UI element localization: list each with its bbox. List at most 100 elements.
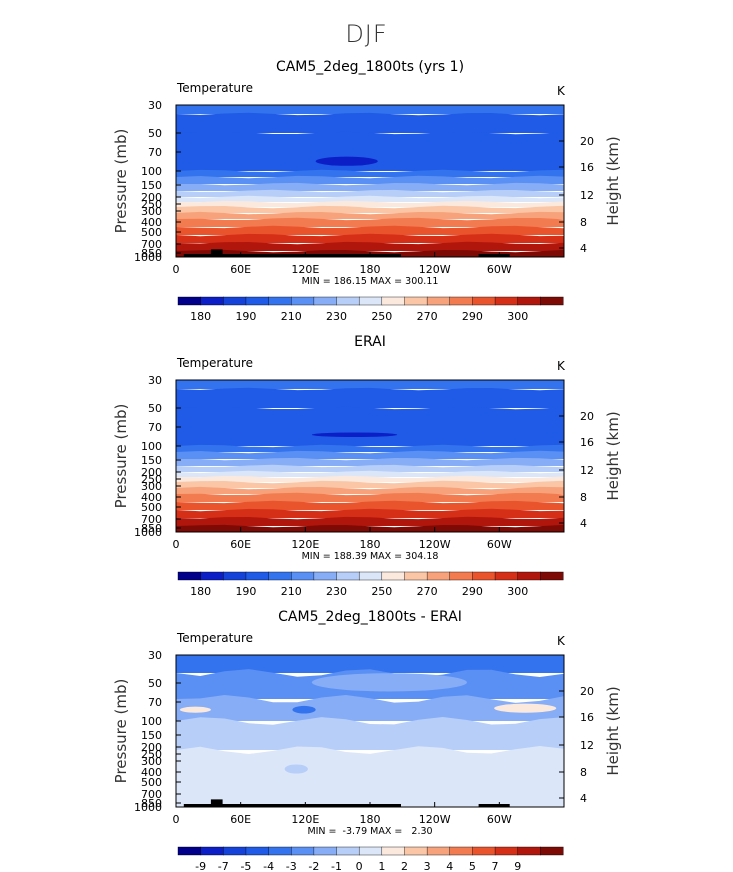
panel-2-title: ERAI bbox=[354, 334, 386, 350]
x-tick-label: 120W bbox=[419, 538, 451, 551]
contour-blob bbox=[311, 432, 398, 437]
colorbar-swatch bbox=[404, 571, 428, 581]
x-tick-label: 60W bbox=[487, 813, 512, 826]
colorbar-label: 4 bbox=[446, 860, 453, 872]
colorbar-swatch bbox=[540, 846, 564, 856]
y-tick-label: 70 bbox=[148, 146, 162, 159]
y2-axis-label: Height (km) bbox=[604, 136, 622, 225]
y-tick-label: 850 bbox=[141, 797, 162, 810]
y2-tick-label: 12 bbox=[580, 739, 594, 752]
min-max-stats: MIN = 186.15 MAX = 300.11 bbox=[302, 276, 439, 287]
colorbar-label: 0 bbox=[356, 860, 363, 872]
y-tick-label: 50 bbox=[148, 402, 162, 415]
y-tick-label: 700 bbox=[141, 513, 162, 526]
colorbar-label: -9 bbox=[195, 860, 206, 872]
colorbar-swatch bbox=[472, 846, 496, 856]
colorbar-swatch bbox=[313, 846, 338, 856]
y-tick-label: 1000 bbox=[134, 526, 162, 539]
contour-band bbox=[176, 406, 564, 446]
contour-band bbox=[176, 655, 564, 673]
panel-3-unit-label: K bbox=[557, 634, 565, 648]
colorbar-label: 210 bbox=[281, 310, 302, 323]
y-tick-label: 30 bbox=[148, 99, 162, 112]
colorbar-swatch bbox=[177, 846, 202, 856]
colorbar-swatch bbox=[404, 846, 428, 856]
contour-band bbox=[176, 508, 564, 518]
colorbar-swatch bbox=[494, 846, 519, 856]
panel-2-variable-label: Temperature bbox=[177, 356, 254, 370]
x-tick-label: 120W bbox=[419, 263, 451, 276]
colorbar-label: 1 bbox=[378, 860, 385, 872]
colorbar-swatch bbox=[200, 296, 224, 306]
contour-band bbox=[176, 500, 564, 510]
y-tick-label: 30 bbox=[148, 649, 162, 662]
min-max-stats: MIN = 188.39 MAX = 304.18 bbox=[302, 551, 439, 562]
contour-band bbox=[176, 746, 564, 807]
colorbar-swatch bbox=[517, 296, 541, 306]
colorbar-swatch bbox=[268, 296, 292, 306]
colorbar-label: 290 bbox=[462, 585, 483, 598]
y-tick-label: 100 bbox=[141, 715, 162, 728]
colorbar-swatch bbox=[381, 296, 405, 306]
colorbar-swatch bbox=[313, 296, 338, 306]
colorbar-swatch bbox=[472, 296, 496, 306]
y-tick-label: 700 bbox=[141, 788, 162, 801]
colorbar-swatch bbox=[494, 571, 519, 581]
colorbar-swatch bbox=[472, 571, 496, 581]
panel-3-plot: 3050701001502002503004005007008501000201… bbox=[112, 649, 622, 872]
colorbar-swatch bbox=[336, 296, 360, 306]
colorbar-swatch bbox=[268, 846, 292, 856]
y-tick-label: 300 bbox=[141, 205, 162, 218]
contour-band bbox=[176, 444, 564, 452]
contour-band bbox=[176, 175, 564, 184]
contour-band bbox=[176, 450, 564, 459]
colorbar-swatch bbox=[223, 571, 247, 581]
y-tick-label: 300 bbox=[141, 480, 162, 493]
y-tick-label: 150 bbox=[141, 179, 162, 192]
colorbar-label: 5 bbox=[469, 860, 476, 872]
colorbar-swatch bbox=[177, 296, 202, 306]
colorbar-swatch bbox=[381, 571, 405, 581]
terrain-mask bbox=[176, 249, 564, 257]
panel-1-plot: 3050701001502002503004005007008501000201… bbox=[112, 99, 622, 323]
y-tick-label: 500 bbox=[141, 501, 162, 514]
contour-blob bbox=[311, 673, 467, 692]
contour-band bbox=[176, 516, 564, 526]
y-tick-label: 50 bbox=[148, 127, 162, 140]
contour-blob bbox=[494, 703, 557, 713]
y-axis-label: Pressure (mb) bbox=[112, 129, 130, 234]
y-tick-label: 700 bbox=[141, 238, 162, 251]
colorbar-swatch bbox=[291, 846, 315, 856]
panel-3-variable-label: Temperature bbox=[177, 631, 254, 645]
colorbar-label: 180 bbox=[190, 585, 211, 598]
y2-tick-label: 16 bbox=[580, 161, 594, 174]
contour-field bbox=[176, 655, 564, 807]
x-tick-label: 0 bbox=[173, 538, 180, 551]
y-tick-label: 850 bbox=[141, 247, 162, 260]
panel-1-unit-label: K bbox=[557, 84, 565, 98]
colorbar-swatch bbox=[426, 296, 451, 306]
panel-2-unit-label: K bbox=[557, 359, 565, 373]
contour-band bbox=[176, 464, 564, 472]
y-tick-label: 100 bbox=[141, 440, 162, 453]
y-tick-label: 300 bbox=[141, 755, 162, 768]
colorbar-label: 270 bbox=[417, 310, 438, 323]
y-tick-label: 100 bbox=[141, 165, 162, 178]
contour-band bbox=[176, 225, 564, 235]
contour-band bbox=[176, 695, 564, 721]
x-tick-label: 120W bbox=[419, 813, 451, 826]
colorbar-label: 190 bbox=[235, 585, 256, 598]
colorbar-label: -5 bbox=[240, 860, 251, 872]
colorbar-swatch bbox=[540, 571, 564, 581]
colorbar-label: -4 bbox=[263, 860, 274, 872]
min-max-stats: MIN = -3.79 MAX = 2.30 bbox=[307, 826, 432, 837]
contour-band bbox=[176, 717, 564, 750]
terrain-mask bbox=[176, 799, 564, 807]
y2-axis-label: Height (km) bbox=[604, 411, 622, 500]
y-tick-label: 150 bbox=[141, 454, 162, 467]
colorbar-swatch bbox=[245, 846, 270, 856]
y-tick-label: 1000 bbox=[134, 801, 162, 814]
y2-tick-label: 4 bbox=[580, 792, 587, 805]
y-tick-label: 250 bbox=[141, 473, 162, 486]
x-tick-label: 60E bbox=[230, 813, 251, 826]
